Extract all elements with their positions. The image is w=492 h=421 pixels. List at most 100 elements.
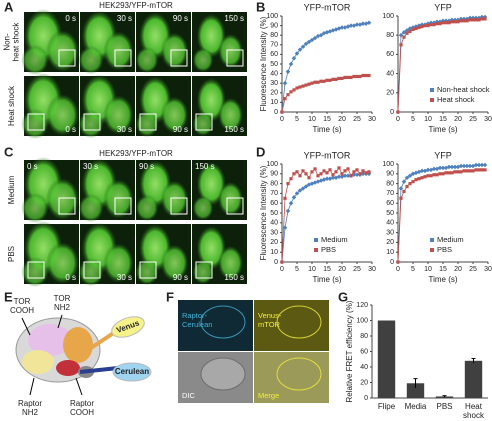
legend-marker [314, 248, 318, 252]
y-tick-label: 40 [386, 220, 394, 227]
data-point [280, 260, 284, 264]
y-tick-label: 50 [270, 61, 278, 68]
data-point [476, 162, 482, 168]
cell [276, 305, 322, 339]
data-point [420, 24, 424, 29]
data-point [322, 169, 326, 173]
data-point [310, 170, 314, 174]
panel-title: HEK293/YFP-mTOR [99, 149, 173, 158]
cell [103, 31, 134, 71]
structure-label: COOH [70, 408, 94, 417]
data-point [402, 189, 406, 194]
data-point [450, 20, 454, 24]
data-point [340, 76, 344, 80]
cell [21, 193, 49, 223]
roi-box [170, 197, 188, 215]
x-tick-label: 0 [280, 266, 284, 273]
y-tick-label: 30 [270, 80, 278, 87]
data-point [328, 78, 332, 82]
y-tick-label: 10 [386, 249, 394, 256]
data-point [303, 184, 309, 189]
panel-label: G [338, 289, 348, 304]
y-tick-label: 20 [360, 379, 368, 386]
time-label: 30 s [117, 273, 132, 282]
cell [217, 245, 244, 281]
cell [46, 242, 79, 284]
data-point [429, 174, 433, 178]
legend-label: PBS [437, 245, 452, 254]
y-tick-label: 100 [382, 13, 394, 20]
y-tick-label: 70 [386, 190, 394, 197]
x-tick-label: 30 [484, 116, 492, 123]
channel-label: Cerulean [182, 320, 212, 329]
data-point [438, 172, 442, 176]
cell [78, 45, 104, 75]
x-tick-label: 30 [368, 266, 376, 273]
y-tick-label: 60 [386, 200, 394, 207]
cell [192, 195, 214, 221]
data-point [285, 69, 291, 74]
data-point [459, 170, 463, 174]
panel-label: E [4, 289, 13, 304]
y-tick-label: 90 [270, 22, 278, 29]
data-point [301, 84, 305, 88]
y-tick-label: 60 [360, 348, 368, 355]
data-point [414, 26, 418, 31]
structure-label: COOH [10, 306, 34, 315]
y-tick-label: 40 [270, 70, 278, 77]
legend-marker [430, 248, 434, 252]
data-point [282, 80, 288, 86]
data-point [343, 75, 347, 80]
protein-structure [15, 314, 152, 396]
structure-label: NH2 [54, 303, 71, 312]
roi-box [195, 113, 213, 131]
data-point [355, 74, 359, 79]
legend-label: PBS [321, 245, 336, 254]
y-axis-title: Fluorescence Intensity (%) [259, 16, 268, 111]
y-tick-label: 70 [270, 42, 278, 49]
structure-label: Raptor [70, 399, 94, 408]
data-point [468, 18, 472, 22]
data-point [316, 174, 320, 178]
data-point [358, 172, 362, 176]
data-point [367, 73, 371, 78]
data-point [286, 93, 290, 97]
bar [464, 360, 483, 398]
data-point [283, 196, 287, 200]
x-tick-label: 15 [323, 116, 331, 123]
data-point [453, 20, 457, 24]
data-point [426, 174, 430, 178]
time-label: 90 s [173, 273, 188, 282]
channel-label: Venus- [258, 311, 282, 320]
y-tick-label: 60 [270, 51, 278, 58]
panel-label: C [4, 144, 14, 159]
data-point [361, 73, 365, 78]
cell [135, 258, 159, 286]
data-point [292, 88, 296, 92]
cell [78, 193, 104, 223]
y-tick-label: 0 [390, 259, 394, 266]
data-point [399, 43, 403, 47]
roi-box [195, 261, 213, 279]
data-point [432, 23, 436, 27]
row-label: Medium [7, 175, 16, 204]
row-label: Non- [3, 33, 12, 51]
data-point [343, 169, 347, 173]
data-point [456, 20, 460, 24]
roi-box [226, 197, 244, 215]
chart-title: YFP-mTOR [304, 2, 351, 12]
data-point [334, 170, 338, 174]
data-point [399, 196, 403, 200]
data-point [459, 19, 463, 23]
data-point [405, 184, 409, 189]
roi-box [226, 49, 244, 67]
roi-box [170, 49, 188, 67]
roi-box [58, 49, 76, 67]
data-point [471, 169, 475, 173]
data-point [465, 169, 469, 173]
structure-label: TOR [14, 297, 31, 306]
x-tick-label: Media [404, 402, 427, 411]
data-point [483, 17, 487, 21]
cell [192, 47, 214, 73]
